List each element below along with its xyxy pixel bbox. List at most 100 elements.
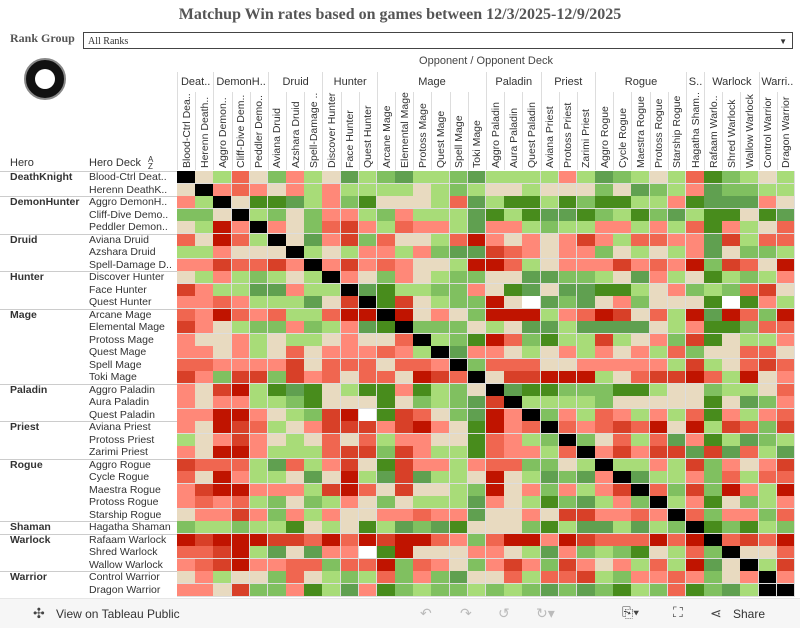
heatmap-cell[interactable]	[395, 196, 414, 209]
heatmap-cell[interactable]	[558, 558, 578, 572]
heatmap-cell[interactable]	[758, 346, 778, 359]
heatmap-cell[interactable]	[376, 246, 396, 259]
heatmap-cell[interactable]	[740, 571, 760, 584]
heatmap-cell[interactable]	[576, 471, 596, 484]
heatmap-cell[interactable]	[213, 258, 233, 272]
heatmap-cell[interactable]	[685, 233, 705, 247]
heatmap-cell[interactable]	[177, 471, 196, 484]
heatmap-cell[interactable]	[431, 233, 451, 247]
heatmap-cell[interactable]	[286, 383, 305, 397]
heatmap-cell[interactable]	[504, 421, 523, 434]
heatmap-cell[interactable]	[340, 171, 360, 184]
heatmap-cell[interactable]	[631, 333, 651, 347]
heatmap-cell[interactable]	[685, 383, 705, 397]
heatmap-cell[interactable]	[722, 558, 741, 572]
heatmap-cell[interactable]	[522, 421, 542, 434]
heatmap-cell[interactable]	[722, 233, 741, 247]
heatmap-cell[interactable]	[649, 458, 669, 472]
heatmap-cell[interactable]	[486, 258, 505, 272]
redo-icon[interactable]: ↷	[460, 605, 472, 621]
heatmap-cell[interactable]	[395, 183, 414, 197]
heatmap-cell[interactable]	[413, 258, 432, 272]
heatmap-cell[interactable]	[358, 558, 378, 572]
heatmap-cell[interactable]	[322, 233, 342, 247]
heatmap-cell[interactable]	[449, 258, 469, 272]
heatmap-cell[interactable]	[449, 546, 469, 559]
heatmap-cell[interactable]	[740, 508, 760, 522]
heatmap-cell[interactable]	[631, 533, 651, 547]
heatmap-cell[interactable]	[431, 571, 451, 584]
heatmap-cell[interactable]	[177, 371, 196, 384]
heatmap-cell[interactable]	[776, 396, 796, 409]
heatmap-cell[interactable]	[431, 396, 451, 409]
heatmap-cell[interactable]	[613, 558, 632, 572]
heatmap-cell[interactable]	[449, 521, 469, 534]
heatmap-cell[interactable]	[504, 371, 523, 384]
heatmap-cell[interactable]	[213, 171, 233, 184]
heatmap-cell[interactable]	[631, 496, 651, 509]
heatmap-cell[interactable]	[286, 346, 305, 359]
heatmap-cell[interactable]	[613, 258, 632, 272]
heatmap-cell[interactable]	[195, 321, 214, 334]
heatmap-cell[interactable]	[558, 396, 578, 409]
heatmap-cell[interactable]	[595, 421, 614, 434]
heatmap-cell[interactable]	[486, 433, 505, 447]
heatmap-cell[interactable]	[613, 508, 632, 522]
heatmap-cell[interactable]	[249, 371, 269, 384]
row-header[interactable]: Toki Mage	[89, 371, 137, 383]
heatmap-cell[interactable]	[431, 333, 451, 347]
heatmap-cell[interactable]	[213, 321, 233, 334]
heatmap-cell[interactable]	[340, 296, 360, 309]
heatmap-cell[interactable]	[758, 446, 778, 459]
heatmap-cell[interactable]	[722, 346, 741, 359]
heatmap-cell[interactable]	[195, 383, 214, 397]
heatmap-cell[interactable]	[704, 333, 723, 347]
heatmap-cell[interactable]	[649, 308, 669, 322]
column-header[interactable]: Hagatha Sham..	[685, 92, 704, 170]
heatmap-cell[interactable]	[267, 521, 287, 534]
heatmap-cell[interactable]	[413, 333, 432, 347]
heatmap-cell[interactable]	[486, 508, 505, 522]
heatmap-cell[interactable]	[322, 496, 342, 509]
heatmap-cell[interactable]	[486, 533, 505, 547]
heatmap-cell[interactable]	[722, 308, 741, 322]
heatmap-cell[interactable]	[776, 421, 796, 434]
heatmap-cell[interactable]	[304, 508, 323, 522]
heatmap-cell[interactable]	[467, 583, 487, 597]
heatmap-cell[interactable]	[431, 496, 451, 509]
heatmap-cell[interactable]	[576, 233, 596, 247]
heatmap-cell[interactable]	[395, 458, 414, 472]
heatmap-cell[interactable]	[249, 358, 269, 372]
heatmap-cell[interactable]	[286, 296, 305, 309]
heatmap-cell[interactable]	[776, 358, 796, 372]
heatmap-cell[interactable]	[631, 258, 651, 272]
heatmap-cell[interactable]	[740, 233, 760, 247]
heatmap-cell[interactable]	[177, 483, 196, 497]
rank-group-dropdown[interactable]: All Ranks ▼	[83, 32, 793, 49]
heatmap-cell[interactable]	[522, 458, 542, 472]
row-header[interactable]: Dragon Warrior	[89, 583, 161, 596]
heatmap-cell[interactable]	[195, 508, 214, 522]
heatmap-cell[interactable]	[649, 433, 669, 447]
heatmap-cell[interactable]	[613, 471, 632, 484]
heatmap-cell[interactable]	[504, 483, 523, 497]
heatmap-cell[interactable]	[613, 296, 632, 309]
heatmap-cell[interactable]	[558, 358, 578, 372]
heatmap-cell[interactable]	[267, 233, 287, 247]
heatmap-cell[interactable]	[431, 558, 451, 572]
heatmap-cell[interactable]	[231, 496, 251, 509]
heatmap-cell[interactable]	[213, 508, 233, 522]
heatmap-cell[interactable]	[758, 408, 778, 422]
heatmap-cell[interactable]	[522, 546, 542, 559]
heatmap-cell[interactable]	[613, 396, 632, 409]
heatmap-cell[interactable]	[395, 208, 414, 222]
heatmap-cell[interactable]	[776, 483, 796, 497]
heatmap-cell[interactable]	[249, 196, 269, 209]
heatmap-cell[interactable]	[213, 371, 233, 384]
heatmap-cell[interactable]	[249, 308, 269, 322]
share-icon[interactable]: ⋖	[710, 605, 722, 621]
heatmap-cell[interactable]	[413, 471, 432, 484]
heatmap-cell[interactable]	[286, 233, 305, 247]
heatmap-cell[interactable]	[195, 533, 214, 547]
heatmap-cell[interactable]	[267, 221, 287, 234]
